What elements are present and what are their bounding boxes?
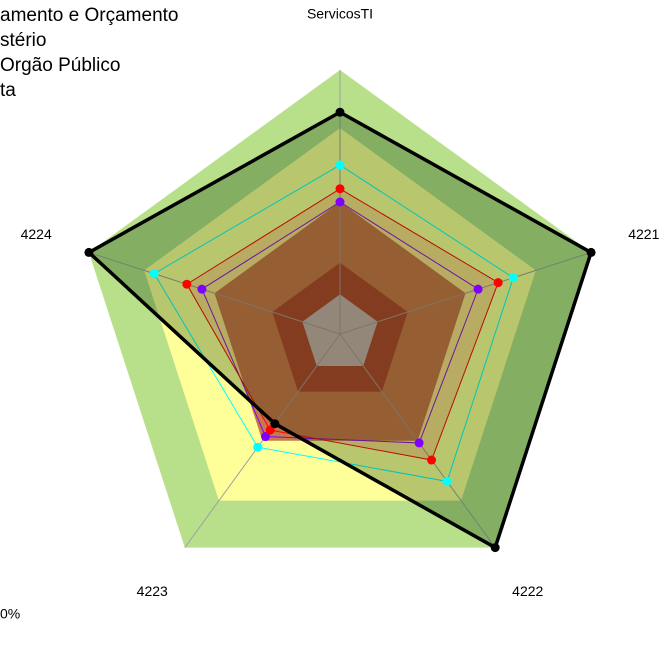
series-point [442,476,452,486]
series-point [335,160,345,170]
series-point [197,284,207,294]
series-point [270,419,280,429]
axis-label: 4221 [628,226,659,242]
series-point [493,278,503,288]
series-point [335,197,345,207]
series-polygon [153,164,514,482]
series-point [149,269,159,279]
axis-label: ServicosTI [307,5,373,21]
series-polygon [201,201,479,444]
axis-label: 4222 [512,583,543,599]
series-point [335,184,345,194]
series-point [508,273,518,283]
series-point [253,442,263,452]
legend-label: Orgão Público [0,55,120,76]
series-point [414,438,424,448]
series-point [261,432,271,442]
series-point [473,284,483,294]
spoke [184,333,341,548]
series-point [427,455,437,465]
legend: amento e Orçamento stério Orgão Público ta [0,5,178,101]
axis-label: 4224 [21,226,52,242]
legend-label: ta [0,80,16,101]
series-point [490,543,500,553]
axis-labels: ServicosTI 4221 4222 4223 4224 [21,5,660,599]
series-polygon [186,188,499,461]
legend-label: amento e Orçamento [0,5,178,26]
series-point [335,107,345,117]
series-point [265,425,275,435]
series-point [182,279,192,289]
spoke [88,251,341,335]
legend-label: stério [0,30,46,51]
series-point [84,247,94,257]
spoke [339,251,592,335]
series-polygon [85,110,594,551]
axis-label: 4223 [137,583,168,599]
series-point [586,247,596,257]
annotation: 0% [0,606,20,622]
series-layer [84,107,596,553]
